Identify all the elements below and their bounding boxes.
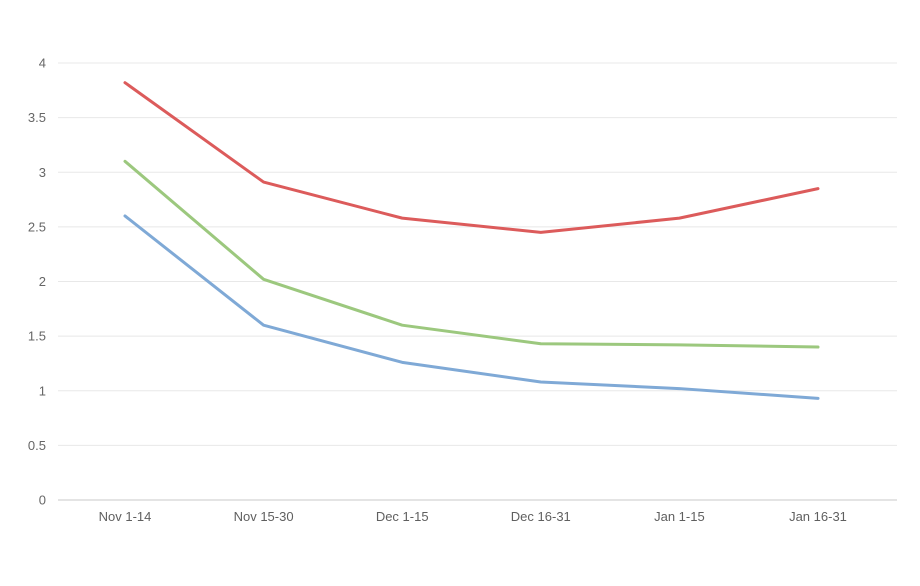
y-tick-label: 3 xyxy=(39,165,46,180)
y-tick-label: 3.5 xyxy=(28,110,46,125)
y-tick-label: 1.5 xyxy=(28,329,46,344)
y-tick-label: 2.5 xyxy=(28,219,46,234)
gridlines xyxy=(58,62,897,501)
x-tick-label: Dec 1-15 xyxy=(376,509,429,524)
x-tick-label: Nov 15-30 xyxy=(234,509,294,524)
x-tick-label: Nov 1-14 xyxy=(99,509,152,524)
x-tick-label: Dec 16-31 xyxy=(511,509,571,524)
blue-series-line xyxy=(123,214,820,400)
y-axis-labels: 0 0.5 1 1.5 2 2.5 3 3.5 4 xyxy=(28,56,46,508)
red-series-line xyxy=(123,81,820,234)
y-tick-label: 0 xyxy=(39,493,46,508)
green-series-line xyxy=(123,159,820,349)
series-lines xyxy=(123,81,820,400)
x-tick-label: Jan 16-31 xyxy=(789,509,847,524)
y-tick-label: 2 xyxy=(39,274,46,289)
y-tick-label: 4 xyxy=(39,56,46,71)
x-tick-label: Jan 1-15 xyxy=(654,509,705,524)
y-tick-label: 0.5 xyxy=(28,438,46,453)
x-axis-labels: Nov 1-14 Nov 15-30 Dec 1-15 Dec 16-31 Jan 1-… xyxy=(99,509,847,524)
y-tick-label: 1 xyxy=(39,383,46,398)
